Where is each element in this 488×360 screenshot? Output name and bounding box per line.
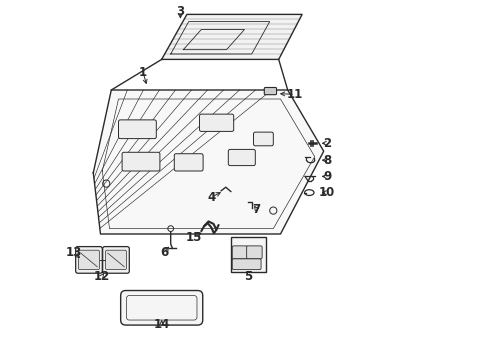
Text: 4: 4 xyxy=(207,191,215,204)
FancyBboxPatch shape xyxy=(121,291,203,325)
FancyBboxPatch shape xyxy=(228,149,255,166)
FancyBboxPatch shape xyxy=(174,154,203,171)
FancyBboxPatch shape xyxy=(253,132,273,146)
FancyBboxPatch shape xyxy=(76,247,102,273)
FancyBboxPatch shape xyxy=(118,120,156,139)
FancyBboxPatch shape xyxy=(79,250,99,270)
FancyBboxPatch shape xyxy=(264,87,276,95)
FancyBboxPatch shape xyxy=(122,152,160,171)
Text: 3: 3 xyxy=(176,5,184,18)
Text: 14: 14 xyxy=(153,318,169,331)
FancyBboxPatch shape xyxy=(105,250,126,270)
Text: 8: 8 xyxy=(323,154,331,167)
Text: 11: 11 xyxy=(286,88,303,101)
Text: 12: 12 xyxy=(93,270,109,283)
Text: 1: 1 xyxy=(139,66,147,78)
FancyBboxPatch shape xyxy=(232,259,261,270)
Text: 15: 15 xyxy=(185,231,201,244)
FancyBboxPatch shape xyxy=(231,237,266,272)
Polygon shape xyxy=(162,14,302,59)
FancyBboxPatch shape xyxy=(199,114,233,131)
FancyBboxPatch shape xyxy=(102,247,129,273)
Text: 2: 2 xyxy=(323,137,331,150)
Text: 9: 9 xyxy=(323,170,331,183)
Text: 13: 13 xyxy=(65,246,81,259)
Text: 10: 10 xyxy=(319,186,335,199)
Text: 7: 7 xyxy=(252,203,260,216)
Text: 6: 6 xyxy=(160,246,168,259)
Polygon shape xyxy=(93,90,323,234)
FancyBboxPatch shape xyxy=(246,246,262,259)
FancyBboxPatch shape xyxy=(232,246,247,259)
Text: 5: 5 xyxy=(244,270,252,283)
